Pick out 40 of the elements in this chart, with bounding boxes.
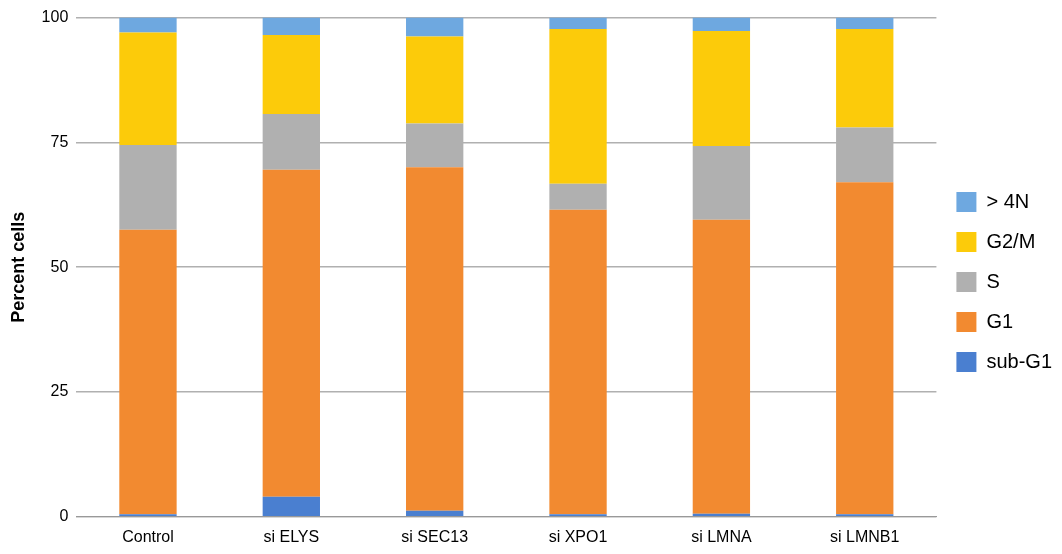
bar xyxy=(692,31,751,146)
y-axis-title: Percent cells xyxy=(7,211,28,323)
bar xyxy=(692,219,751,514)
bar xyxy=(836,17,894,30)
bar xyxy=(406,17,464,37)
legend-label: > 4N xyxy=(986,189,1030,212)
bar xyxy=(262,169,320,497)
y-tick-label: 25 xyxy=(50,382,69,400)
bar xyxy=(549,17,607,30)
legend-label: sub-G1 xyxy=(986,349,1053,372)
bar xyxy=(549,29,607,184)
bar xyxy=(119,144,177,230)
x-tick-label: si XPO1 xyxy=(548,527,608,545)
bar xyxy=(692,145,751,220)
legend-label: G1 xyxy=(986,309,1014,332)
bar xyxy=(836,182,894,515)
bar xyxy=(262,496,320,517)
y-tick-label: 0 xyxy=(59,507,69,525)
bar xyxy=(549,183,607,210)
legend-label: S xyxy=(986,269,1000,292)
legend-label: G2/M xyxy=(986,229,1036,252)
bar xyxy=(406,167,464,511)
x-tick-label: si LMNB1 xyxy=(830,527,900,545)
bar xyxy=(119,17,177,33)
x-tick-label: si SEC13 xyxy=(401,527,469,545)
bar xyxy=(406,36,464,124)
y-tick-label: 50 xyxy=(50,257,69,275)
bar xyxy=(262,17,320,36)
bar xyxy=(406,510,464,517)
bar xyxy=(119,229,177,515)
x-tick-label: Control xyxy=(122,527,174,545)
y-tick-label: 75 xyxy=(50,132,69,150)
bar xyxy=(836,29,894,128)
x-tick-label: si LMNA xyxy=(691,527,752,545)
bar xyxy=(262,35,320,114)
x-tick-label: si ELYS xyxy=(263,527,320,545)
y-tick-label: 100 xyxy=(41,8,69,26)
bar xyxy=(549,209,607,515)
bar xyxy=(119,32,177,145)
bar xyxy=(692,17,751,32)
